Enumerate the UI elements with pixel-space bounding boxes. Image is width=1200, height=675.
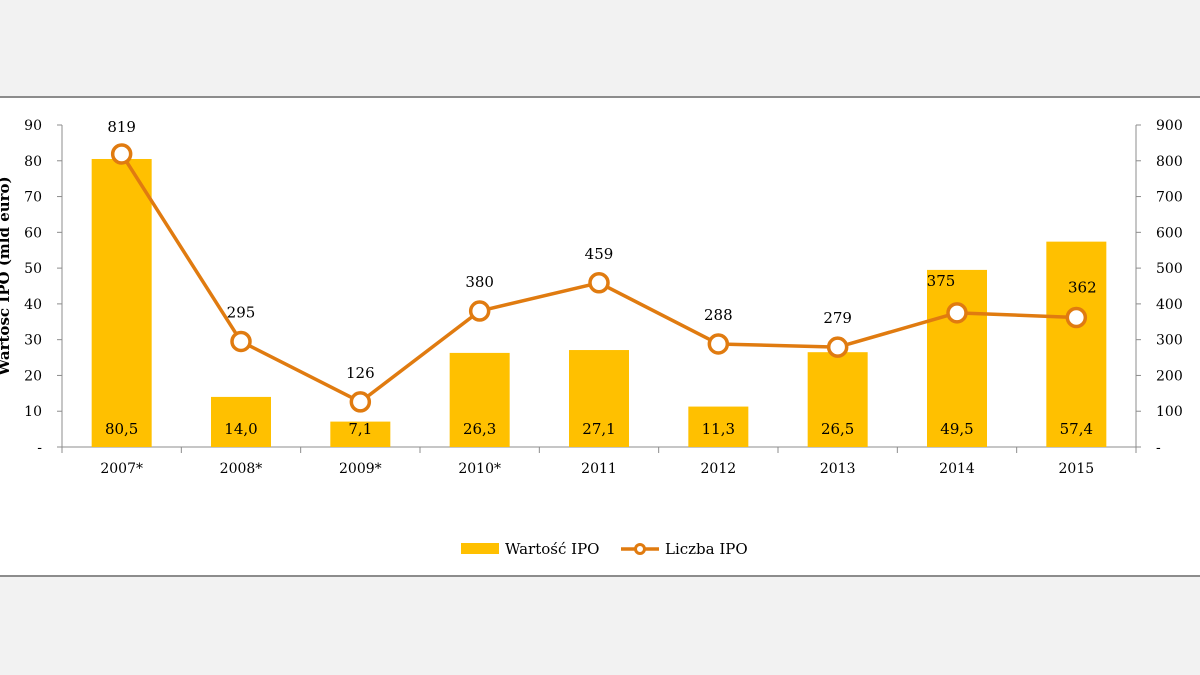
bar-value-label: 26,3 (463, 420, 496, 438)
bar (91, 158, 152, 447)
line-value-label: 459 (585, 245, 614, 263)
x-tick-label: 2012 (701, 461, 737, 477)
y-tick-label: 60 (24, 225, 42, 241)
legend-bar-label: Wartość IPO (505, 540, 599, 558)
line-point (468, 300, 491, 322)
line-value-label: 375 (927, 272, 956, 290)
y-tick-label: 70 (24, 190, 42, 206)
line-point (946, 302, 968, 324)
y2-tick-label: 900 (1156, 118, 1183, 134)
bar (807, 352, 868, 447)
line-value-label: 819 (107, 118, 136, 136)
bar (927, 269, 987, 447)
data-labels: 80,5 14,0 7,1 26,3 27,1 11,3 26,5 49,5 57,4 819 29… (105, 118, 1097, 438)
y2-tick-label: 700 (1156, 190, 1183, 206)
x-tick-label: 2015 (1059, 461, 1095, 477)
y-tick-label: 80 (24, 154, 42, 170)
y-tick-label: - (37, 440, 42, 456)
line-point (110, 143, 133, 165)
line-point (826, 336, 849, 358)
y2-tick-label: - (1156, 440, 1161, 456)
bar-value-label: 27,1 (582, 420, 615, 438)
line-value-label: 279 (823, 309, 852, 327)
bar (688, 406, 749, 447)
bar-value-label: 26,5 (821, 420, 854, 438)
y-tick-label: 90 (24, 118, 42, 134)
y-axis-label: Wartość IPO (mld euro) (0, 176, 13, 376)
y-tick-label: 40 (24, 297, 42, 313)
line-value-label: 288 (704, 306, 733, 324)
x-tick-label: 2007* (100, 461, 143, 477)
line-value-label: 295 (227, 303, 256, 321)
x-tick-label: 2008* (220, 461, 263, 477)
bar-value-label: 14,0 (224, 420, 257, 438)
bar-value-label: 49,5 (940, 420, 973, 438)
y-tick-label: 10 (24, 404, 42, 420)
y2-tick-label: 100 (1156, 404, 1183, 420)
y2-tick-label: 500 (1156, 261, 1183, 277)
line-point (230, 330, 252, 353)
x-tick-label: 2013 (820, 461, 856, 477)
y2-tick-label: 800 (1156, 154, 1183, 170)
x-tick-label: 2011 (581, 461, 617, 477)
y2-tick-label: 600 (1156, 225, 1183, 241)
x-tick-label: 2010* (458, 461, 501, 477)
line-point (349, 391, 372, 413)
bar (1046, 241, 1107, 447)
bar-series (91, 158, 1107, 447)
line-value-label: 380 (465, 273, 494, 291)
legend: Wartość IPO Liczba IPO (461, 540, 748, 558)
chart-panel (0, 96, 1200, 577)
legend-bar-swatch (461, 543, 499, 554)
y2-tick-label: 300 (1156, 333, 1183, 349)
line-value-label: 126 (346, 364, 375, 382)
axes: - 10 20 30 40 50 60 70 80 90 - 100 200 300 400 500 600 70… (24, 118, 1183, 477)
line-point (707, 333, 730, 355)
y2-tick-label: 400 (1156, 297, 1183, 313)
line-value-label: 362 (1068, 278, 1097, 296)
line-point (1065, 306, 1088, 329)
bar (449, 352, 510, 447)
bar-value-label: 80,5 (105, 420, 138, 438)
y-tick-label: 30 (24, 333, 42, 349)
x-tick-label: 2014 (939, 461, 975, 477)
bar-value-label: 57,4 (1060, 420, 1093, 438)
y-tick-label: 20 (24, 368, 42, 384)
line-series (110, 143, 1088, 413)
line-point (588, 272, 610, 294)
x-tick-label: 2009* (339, 461, 382, 477)
bar (330, 421, 391, 447)
legend-line-marker (634, 543, 646, 555)
bar-value-label: 11,3 (702, 420, 735, 438)
bar (569, 350, 629, 447)
legend-line-label: Liczba IPO (665, 540, 748, 558)
bar-value-label: 7,1 (348, 420, 372, 438)
y2-tick-label: 200 (1156, 368, 1183, 384)
y-tick-label: 50 (24, 261, 42, 277)
bar (211, 396, 271, 447)
